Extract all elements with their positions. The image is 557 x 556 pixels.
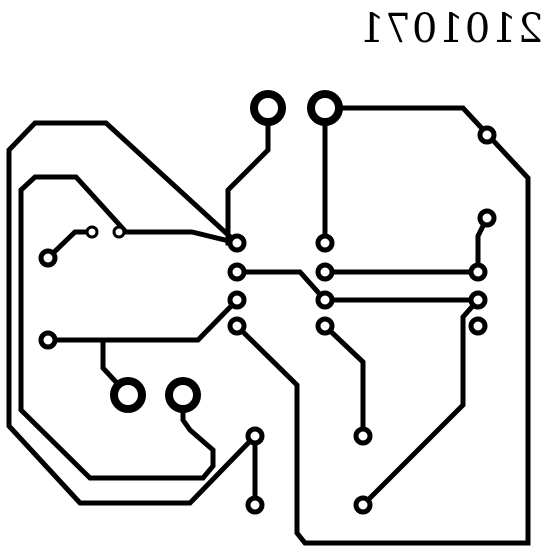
pad	[468, 290, 488, 310]
pad	[315, 316, 335, 336]
pad	[227, 233, 247, 253]
small-pad	[112, 225, 126, 239]
pad	[477, 208, 497, 228]
small-pad	[85, 225, 99, 239]
pad	[245, 426, 265, 446]
pad	[245, 495, 265, 515]
traces	[6, 105, 531, 546]
trace-right-down	[359, 296, 482, 509]
trace-right-loop	[233, 105, 531, 546]
large-pad	[110, 377, 146, 413]
pad	[227, 290, 247, 310]
large-pad	[307, 90, 343, 126]
trace-top-pad	[225, 105, 271, 246]
pad	[468, 316, 488, 336]
pad	[468, 262, 488, 282]
pad	[315, 262, 335, 282]
pad	[38, 330, 58, 350]
trace-inner-left	[18, 174, 241, 481]
pad	[315, 233, 335, 253]
pad	[227, 262, 247, 282]
pad	[38, 248, 58, 268]
pads	[38, 90, 497, 515]
trace-mid-down	[321, 322, 366, 439]
trace-outer-left	[6, 120, 259, 506]
large-pad	[250, 90, 286, 126]
large-pad	[165, 377, 201, 413]
pad	[353, 426, 373, 446]
pad	[477, 125, 497, 145]
pad	[353, 495, 373, 515]
pad	[227, 316, 247, 336]
trace-row-2b	[322, 214, 491, 275]
trace-row-2	[234, 269, 481, 303]
trace-left-mid	[45, 296, 241, 343]
pad	[315, 290, 335, 310]
